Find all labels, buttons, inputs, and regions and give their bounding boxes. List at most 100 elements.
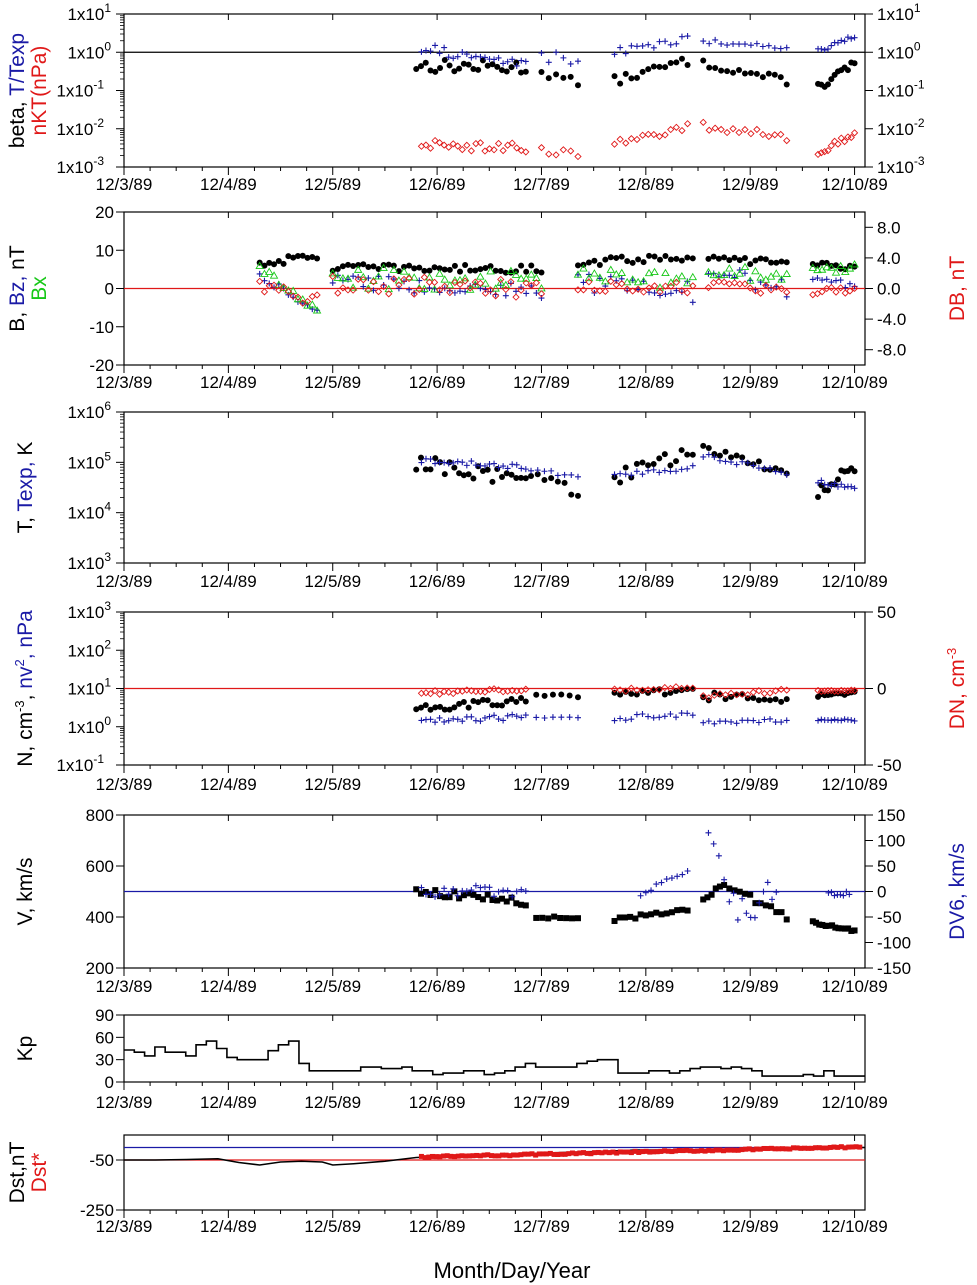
field-point-diamond — [466, 284, 474, 292]
dst-star-point — [732, 1147, 738, 1153]
field-point-plus — [365, 275, 372, 282]
temperature-point-plus — [500, 463, 507, 470]
velocity-point-square — [762, 902, 769, 909]
field-right-tick-label: 4.0 — [877, 249, 901, 268]
density-point-dot — [574, 694, 581, 701]
field-point-plus — [406, 286, 413, 293]
velocity-point-square — [413, 886, 420, 893]
field-point-triangle — [389, 265, 399, 273]
field-date-tick-label: 12/6/89 — [409, 373, 466, 392]
density-point-dot — [446, 706, 453, 713]
temperature-point-plus — [463, 462, 470, 469]
temperature-point-dot — [456, 470, 463, 477]
field-point-diamond — [532, 279, 541, 287]
field-point-triangle — [269, 271, 279, 279]
velocity-y-tick-label: 600 — [86, 857, 114, 876]
field-point-dot — [507, 269, 514, 276]
beta-point-plus — [718, 40, 725, 47]
temperature-date-tick-label: 12/8/89 — [617, 572, 674, 591]
temperature-point-plus — [450, 459, 457, 466]
beta-y-tick-exponent: 0 — [104, 39, 111, 53]
beta-point-plus — [574, 58, 581, 65]
field-point-triangle — [782, 269, 792, 277]
temperature-point-plus — [639, 471, 646, 478]
density-y-axis-label-part: nv — [14, 666, 37, 689]
density-y-tick-base: 1x10 — [67, 641, 104, 660]
dst-star-point — [809, 1145, 815, 1151]
velocity-point-plus — [837, 891, 844, 898]
field-point-diamond — [517, 286, 525, 294]
field-point-triangle — [399, 267, 409, 275]
velocity-point-square — [851, 927, 858, 934]
velocity-right-tick-label: 150 — [877, 806, 905, 825]
density-point-dot — [494, 702, 501, 709]
velocity-point-plus — [751, 914, 758, 921]
beta-point-plus — [656, 38, 663, 45]
field-point-triangle — [745, 276, 755, 284]
dst-star-point — [768, 1145, 774, 1151]
dst-star-point — [779, 1146, 785, 1152]
temperature-point-plus — [831, 480, 838, 487]
velocity-point-square — [627, 913, 634, 920]
dst-star-point — [426, 1154, 432, 1160]
beta-point-dot — [718, 67, 725, 74]
temperature-point-dot — [568, 491, 575, 498]
velocity-point-square — [545, 915, 552, 922]
beta-point-plus — [639, 42, 646, 49]
beta-point-diamond — [672, 123, 680, 131]
field-point-dot — [365, 264, 372, 271]
field-point-diamond — [634, 285, 642, 293]
field-point-dot — [497, 267, 504, 274]
dst-star-point — [813, 1145, 819, 1151]
temperature-y-axis-label-part: T, — [14, 512, 37, 534]
beta-point-diamond — [445, 143, 453, 151]
density-point-plus — [454, 716, 461, 723]
dst-star-point — [820, 1145, 826, 1151]
density-point-dot — [522, 698, 529, 705]
density-point-dot — [633, 691, 640, 698]
temperature-point-plus — [432, 460, 439, 467]
dst-star-point — [757, 1146, 763, 1152]
beta-point-plus — [724, 42, 731, 49]
density-point-plus — [468, 713, 475, 720]
field-point-dot — [646, 252, 653, 259]
density-point-diamond — [644, 686, 652, 694]
temperature-plot-frame — [123, 411, 866, 564]
beta-y-tick-label: 1x10-1 — [56, 78, 104, 101]
velocity-point-square — [417, 890, 424, 897]
velocity-point-square — [465, 890, 472, 897]
beta-plot-frame — [123, 13, 866, 168]
beta-point-diamond — [735, 128, 743, 137]
density-point-dot — [767, 697, 774, 704]
field-y-tick-label: -10 — [89, 318, 114, 337]
kp-y-tick-label: 30 — [95, 1051, 114, 1070]
temperature-point-plus — [824, 481, 831, 488]
dst-star-point — [562, 1151, 568, 1157]
field-point-triangle — [704, 267, 713, 276]
field-point-diamond — [385, 290, 393, 298]
velocity-point-plus — [648, 887, 655, 894]
beta-point-diamond — [650, 130, 658, 139]
dst-star-point — [422, 1155, 428, 1161]
beta-point-diamond — [705, 126, 713, 134]
velocity-point-plus — [730, 890, 737, 897]
velocity-point-square — [684, 907, 691, 914]
field-point-diamond — [527, 281, 535, 290]
density-point-plus — [611, 717, 618, 724]
field-point-dot — [457, 268, 464, 275]
beta-point-dot — [753, 70, 760, 77]
temperature-point-plus — [815, 479, 822, 486]
beta-point-dot — [736, 66, 743, 73]
density-point-plus — [684, 710, 691, 717]
beta-point-plus — [495, 54, 502, 61]
dst-star-point — [525, 1151, 531, 1157]
beta-point-dot — [741, 70, 748, 77]
velocity-point-square — [475, 894, 482, 901]
dst-star-point — [481, 1152, 487, 1158]
temperature-point-dot — [650, 461, 657, 468]
beta-right-tick-exponent: -3 — [914, 154, 925, 168]
field-point-diamond — [607, 277, 615, 285]
velocity-point-square — [460, 892, 467, 899]
field-point-dot — [585, 259, 592, 266]
density-point-dot — [417, 704, 424, 711]
